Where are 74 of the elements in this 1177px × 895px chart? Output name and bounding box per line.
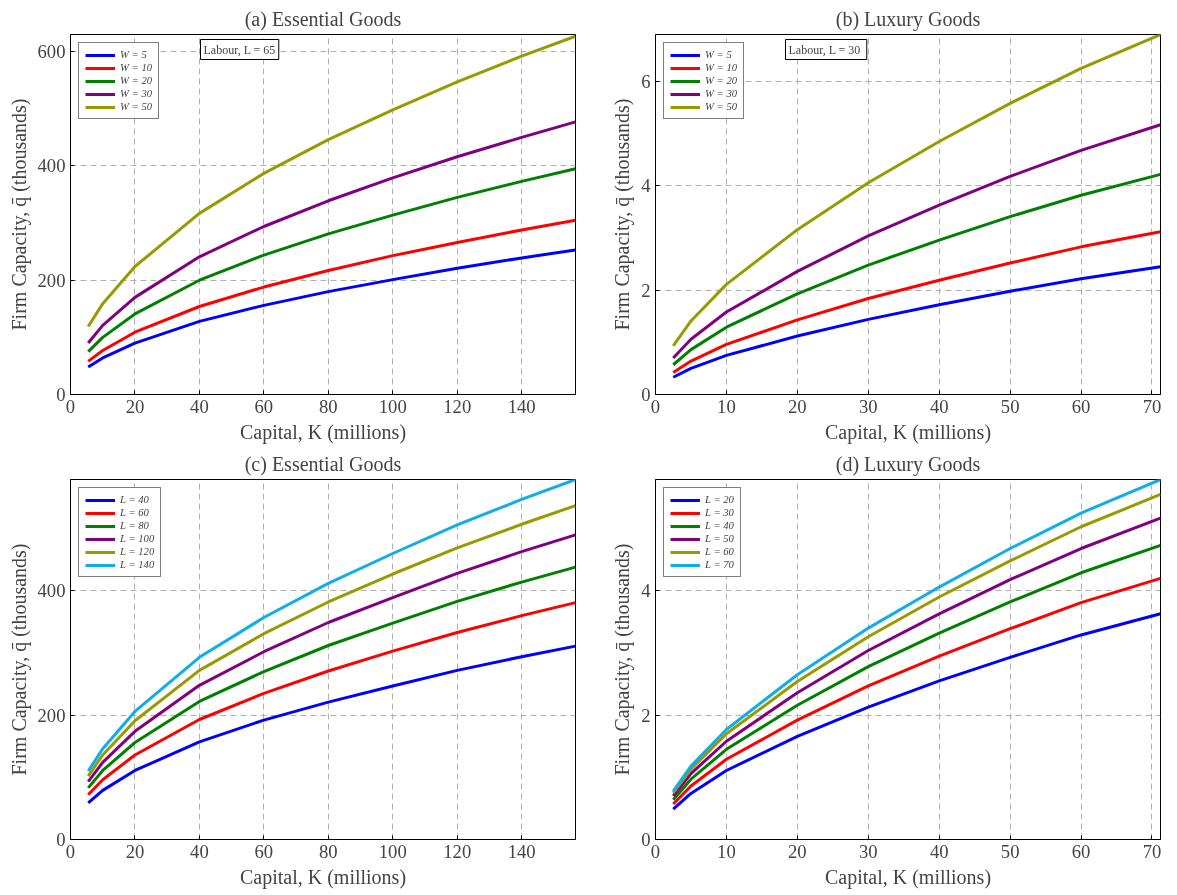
legend-label: W = 30 (120, 88, 153, 99)
x-axis-title: Capital, K (millions) (824, 420, 992, 444)
y-tick-label: 4 (641, 580, 652, 602)
x-tick-label: 120 (443, 840, 472, 862)
legend-label: L = 20 (705, 494, 734, 505)
legend-label: L = 40 (120, 494, 149, 505)
x-axis-title: Capital, K (millions) (824, 865, 992, 889)
x-tick-label: 40 (929, 395, 949, 417)
y-axis-title: Firm Capacity, q̄ (thousands) (7, 543, 31, 776)
x-tick-label: 60 (254, 840, 274, 862)
y-tick-label: 200 (37, 704, 66, 726)
legend-label: L = 120 (120, 546, 155, 557)
x-tick-label: 60 (1071, 395, 1091, 417)
x-tick-label: 70 (1142, 840, 1162, 862)
x-tick-label: 80 (318, 395, 338, 417)
legend-label: W = 50 (705, 101, 738, 112)
legend-label: W = 30 (705, 88, 738, 99)
x-tick-label: 40 (929, 840, 949, 862)
x-axis-title: Capital, K (millions) (239, 865, 407, 889)
x-tick-label: 120 (443, 395, 472, 417)
legend-label: W = 10 (120, 62, 153, 73)
y-axis-title: Firm Capacity, q̄ (thousands) (611, 98, 635, 331)
x-tick-label: 40 (190, 840, 209, 862)
x-tick-label: 70 (1142, 395, 1162, 417)
y-axis-title: Firm Capacity, q̄ (thousands) (7, 98, 31, 331)
legend-label: L = 30 (705, 507, 734, 518)
x-tick-label: 20 (788, 395, 807, 417)
x-tick-label: 20 (125, 395, 145, 417)
x-tick-label: 10 (717, 840, 736, 862)
legend-label: L = 70 (705, 559, 734, 570)
legend-label: W = 5 (120, 49, 147, 60)
x-tick-label: 30 (858, 395, 878, 417)
chart-title: (a) Essential Goods (244, 7, 402, 31)
legend-label: W = 50 (120, 101, 153, 112)
legend-label: L = 40 (705, 520, 734, 531)
chart-title: (b) Luxury Goods (835, 7, 981, 31)
x-tick-label: 80 (318, 840, 338, 862)
y-tick-label: 600 (37, 41, 66, 63)
legend-label: L = 50 (705, 533, 734, 544)
legend-label: W = 10 (705, 62, 738, 73)
legend-label: L = 80 (120, 520, 149, 531)
x-tick-label: 50 (1000, 395, 1020, 417)
x-axis-title: Capital, K (millions) (239, 420, 407, 444)
annotation: Labour, L = 30 (788, 42, 861, 57)
x-tick-label: 140 (507, 395, 536, 417)
x-tick-label: 40 (190, 395, 209, 417)
x-tick-label: 100 (378, 840, 407, 862)
y-tick-label: 400 (37, 580, 66, 602)
legend-label: L = 60 (120, 507, 149, 518)
x-tick-label: 60 (254, 395, 274, 417)
x-tick-label: 60 (1071, 840, 1091, 862)
legend-label: W = 20 (120, 75, 153, 86)
x-tick-label: 10 (717, 395, 736, 417)
x-tick-label: 50 (1000, 840, 1020, 862)
y-tick-label: 6 (641, 70, 651, 92)
legend-label: L = 140 (120, 559, 155, 570)
x-tick-label: 140 (507, 840, 536, 862)
legend-label: W = 20 (705, 75, 738, 86)
x-tick-label: 100 (378, 395, 407, 417)
legend-label: W = 5 (705, 49, 732, 60)
y-tick-label: 200 (37, 269, 66, 291)
annotation: Labour, L = 65 (203, 42, 276, 57)
x-tick-label: 30 (858, 840, 878, 862)
legend-label: L = 60 (705, 546, 734, 557)
y-tick-label: 2 (641, 279, 651, 301)
y-tick-label: 2 (641, 704, 651, 726)
y-tick-label: 4 (641, 175, 652, 197)
chart-title: (c) Essential Goods (244, 452, 402, 476)
x-tick-label: 20 (788, 840, 807, 862)
x-tick-label: 20 (125, 840, 145, 862)
legend-label: L = 100 (120, 533, 155, 544)
chart-title: (d) Luxury Goods (835, 452, 981, 476)
y-axis-title: Firm Capacity, q̄ (thousands) (611, 543, 635, 776)
y-tick-label: 400 (37, 155, 66, 177)
